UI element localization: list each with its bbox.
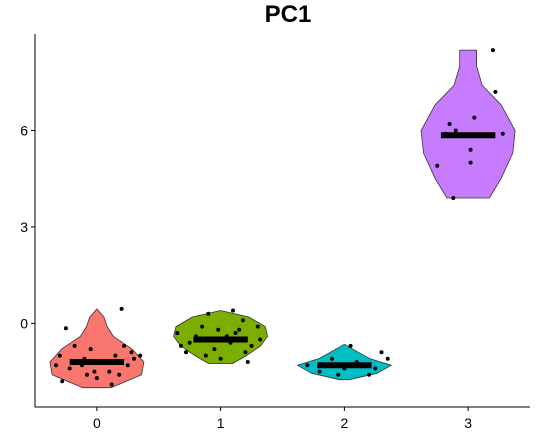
point-0-20 xyxy=(54,363,58,368)
point-0-10 xyxy=(72,343,77,348)
point-0-19 xyxy=(122,343,127,348)
point-0-9 xyxy=(125,363,130,368)
point-3-7 xyxy=(468,147,473,152)
point-1-1 xyxy=(187,340,192,345)
point-2-2 xyxy=(330,356,334,361)
point-0-11 xyxy=(94,376,99,381)
point-0-17 xyxy=(109,382,114,387)
point-3-8 xyxy=(468,160,473,165)
point-1-3 xyxy=(212,347,217,352)
points-layer xyxy=(54,48,505,387)
point-0-12 xyxy=(132,356,136,361)
y-tick-label-6: 6 xyxy=(20,122,28,138)
point-0-16 xyxy=(63,326,68,331)
point-1-20 xyxy=(233,331,238,335)
point-1-16 xyxy=(216,327,221,332)
point-3-6 xyxy=(453,128,458,133)
point-1-11 xyxy=(231,308,235,313)
point-2-12 xyxy=(385,356,390,361)
x-tick-label-1: 1 xyxy=(217,415,225,431)
point-3-10 xyxy=(451,196,456,200)
point-3-2 xyxy=(447,122,452,126)
point-1-12 xyxy=(243,350,248,355)
point-1-17 xyxy=(245,360,250,364)
point-0-18 xyxy=(92,369,97,374)
point-0-14 xyxy=(113,353,118,358)
point-2-11 xyxy=(373,366,378,371)
y-axis-ticks: 0 3 6 xyxy=(20,122,35,331)
x-tick-label-2: 2 xyxy=(340,415,348,431)
point-1-9 xyxy=(206,311,211,316)
point-1-5 xyxy=(237,327,242,332)
point-0-23 xyxy=(85,372,89,377)
point-2-5 xyxy=(367,372,372,377)
point-2-0 xyxy=(305,363,310,368)
point-2-1 xyxy=(317,369,322,374)
violins-layer xyxy=(49,49,516,389)
point-1-19 xyxy=(203,353,208,358)
point-3-9 xyxy=(435,163,440,168)
point-0-15 xyxy=(119,306,124,311)
point-0-1 xyxy=(67,366,72,371)
violin-2 xyxy=(297,343,392,381)
point-3-4 xyxy=(500,131,505,136)
violin-3 xyxy=(420,49,516,199)
point-3-3 xyxy=(472,115,477,120)
chart-title: PC1 xyxy=(265,1,312,28)
point-0-4 xyxy=(117,372,122,377)
point-0-7 xyxy=(88,347,93,352)
point-0-0 xyxy=(57,353,62,358)
x-tick-label-0: 0 xyxy=(93,415,101,431)
violin-0 xyxy=(49,308,145,389)
point-1-8 xyxy=(184,350,188,355)
point-1-13 xyxy=(255,324,260,329)
point-1-21 xyxy=(179,343,183,348)
point-1-7 xyxy=(258,337,263,342)
point-1-18 xyxy=(240,318,245,323)
point-2-10 xyxy=(336,372,341,377)
point-0-22 xyxy=(138,353,143,358)
point-2-8 xyxy=(348,343,353,348)
medians-layer xyxy=(69,132,496,369)
point-2-6 xyxy=(379,350,384,355)
point-3-0 xyxy=(490,48,495,53)
point-0-6 xyxy=(60,379,65,384)
point-3-1 xyxy=(493,89,498,94)
point-1-0 xyxy=(175,331,180,335)
point-1-10 xyxy=(218,356,223,361)
y-tick-label-0: 0 xyxy=(20,315,28,331)
point-0-5 xyxy=(129,350,134,355)
x-tick-label-3: 3 xyxy=(464,415,472,431)
x-axis-ticks: 0 1 2 3 xyxy=(93,407,472,431)
point-1-6 xyxy=(249,343,254,348)
point-0-8 xyxy=(107,369,112,374)
y-tick-label-3: 3 xyxy=(20,219,28,235)
point-1-2 xyxy=(200,324,205,329)
